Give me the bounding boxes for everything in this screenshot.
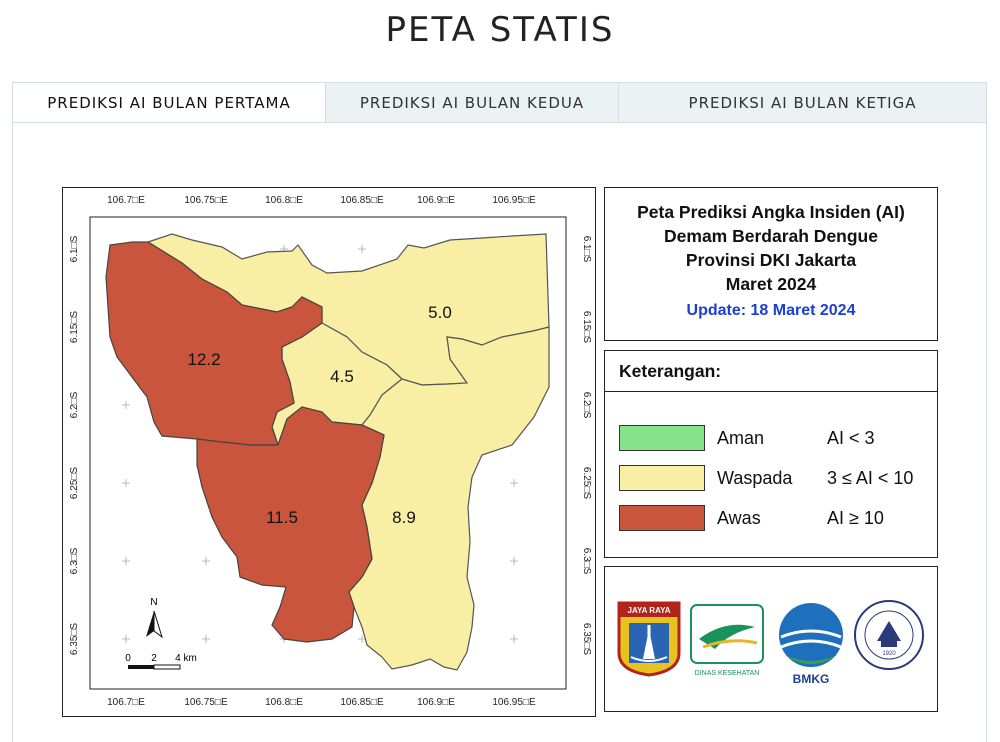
lon-tick-top: 106.75□E [184, 195, 228, 206]
page-title: PETA STATIS [385, 10, 615, 50]
graticule-cross [510, 479, 518, 487]
jaya-raya-text: JAYA RAYA [628, 606, 671, 615]
lon-tick-top: 106.9□E [417, 195, 455, 206]
graticule-cross [202, 635, 210, 643]
region-jakarta-selatan[interactable] [196, 406, 385, 643]
graticule-cross [358, 245, 366, 253]
dinkes-text: DINAS KESEHATAN [695, 670, 760, 677]
legend-item-awas: Awas AI ≥ 10 [605, 505, 935, 535]
legend-label: Aman [717, 428, 765, 448]
lat-tick-left: 6.25□S [69, 467, 80, 500]
scale-label: 0 [125, 653, 131, 664]
graticule-cross [122, 401, 130, 409]
lon-tick-top: 106.8□E [265, 195, 303, 206]
map-title-line: Peta Prediksi Angka Insiden (AI) [637, 202, 905, 222]
tab-bulan-pertama[interactable]: PREDIKSI AI BULAN PERTAMA [13, 83, 325, 123]
update-date: Update: 18 Maret 2024 [686, 302, 856, 319]
lat-tick-right: 6.35□S [581, 623, 592, 656]
jaya-raya-logo: JAYA RAYA [617, 601, 681, 677]
lon-tick-top: 106.85□E [340, 195, 384, 206]
logos-box: JAYA RAYA DINAS KESEHATAN BMKG 1 [604, 566, 938, 712]
lon-tick-top: 106.7□E [107, 195, 145, 206]
lat-tick-right: 6.25□S [581, 467, 592, 500]
north-label: N [150, 597, 157, 608]
lon-tick-bottom: 106.8□E [265, 697, 303, 708]
legend-range: AI < 3 [827, 428, 875, 448]
legend-swatch-awas [619, 505, 705, 531]
legend-swatch-aman [619, 425, 705, 451]
legend-label: Awas [717, 508, 761, 528]
lon-tick-bottom: 106.95□E [492, 697, 536, 708]
lat-tick-right: 6.2□S [581, 392, 592, 419]
itb-logo: 1920 [854, 600, 924, 670]
region-value-jakarta-timur: 8.9 [392, 508, 416, 527]
graticule-cross [510, 635, 518, 643]
lon-tick-top: 106.95□E [492, 195, 536, 206]
lat-tick-left: 6.15□S [69, 311, 80, 344]
tab-bulan-ketiga[interactable]: PREDIKSI AI BULAN KETIGA [618, 83, 986, 123]
map-canvas: 5.0 12.2 4.5 11.5 8.9 106.7□E 106.75□E 1… [69, 195, 592, 708]
lat-tick-left: 6.2□S [69, 391, 80, 418]
tab-bulan-kedua[interactable]: PREDIKSI AI BULAN KEDUA [325, 83, 618, 123]
itb-year: 1920 [882, 651, 896, 657]
lat-tick-left: 6.1□S [69, 235, 80, 262]
graticule-cross [358, 635, 366, 643]
legend-swatch-waspada [619, 465, 705, 491]
lat-tick-right: 6.15□S [581, 311, 592, 344]
map-title-box: Peta Prediksi Angka Insiden (AI) Demam B… [604, 187, 938, 341]
tab-bar: PREDIKSI AI BULAN PERTAMA PREDIKSI AI BU… [12, 82, 987, 123]
region-jakarta-barat[interactable] [105, 241, 323, 446]
legend-item-aman: Aman AI < 3 [605, 425, 935, 455]
lon-tick-bottom: 106.75□E [184, 697, 228, 708]
lat-tick-left: 6.3□S [69, 547, 80, 574]
lat-tick-right: 6.1□S [581, 236, 592, 263]
graticule-cross [510, 557, 518, 565]
region-value-jakarta-barat: 12.2 [187, 350, 220, 369]
map-title-line: Maret 2024 [725, 274, 817, 294]
scale-label: 2 [151, 653, 157, 664]
legend-box: Keterangan: Aman AI < 3 Waspada 3 ≤ AI <… [604, 350, 938, 558]
bmkg-text: BMKG [793, 672, 830, 686]
map-title-line: Demam Berdarah Dengue [664, 226, 878, 246]
graticule-cross [202, 557, 210, 565]
graticule-cross [122, 479, 130, 487]
region-value-jakarta-utara: 5.0 [428, 303, 452, 322]
legend-label: Waspada [717, 468, 793, 488]
map-title-line: Provinsi DKI Jakarta [685, 250, 857, 270]
bmkg-logo: BMKG [779, 603, 843, 686]
graticule-cross [122, 557, 130, 565]
scale-bar: 0 2 4 km [125, 653, 197, 670]
region-value-jakarta-selatan: 11.5 [266, 508, 298, 527]
lon-tick-bottom: 106.7□E [107, 697, 145, 708]
legend-heading: Keterangan: [605, 351, 937, 392]
legend-item-waspada: Waspada 3 ≤ AI < 10 [605, 465, 935, 495]
map-neatline [89, 216, 567, 690]
region-value-jakarta-pusat: 4.5 [330, 367, 354, 386]
logos-canvas: JAYA RAYA DINAS KESEHATAN BMKG 1 [617, 600, 924, 686]
lat-tick-right: 6.3□S [581, 548, 592, 575]
legend-range: AI ≥ 10 [827, 508, 884, 528]
dinas-kesehatan-logo: DINAS KESEHATAN [690, 604, 764, 677]
lon-tick-bottom: 106.85□E [340, 697, 384, 708]
lon-tick-bottom: 106.9□E [417, 697, 455, 708]
scale-label: 4 km [175, 653, 197, 664]
tab-panel [12, 122, 987, 742]
north-arrow-icon: N [146, 597, 163, 639]
graticule-cross [122, 635, 130, 643]
legend-range: 3 ≤ AI < 10 [827, 468, 914, 488]
lat-tick-left: 6.35□S [69, 623, 80, 656]
